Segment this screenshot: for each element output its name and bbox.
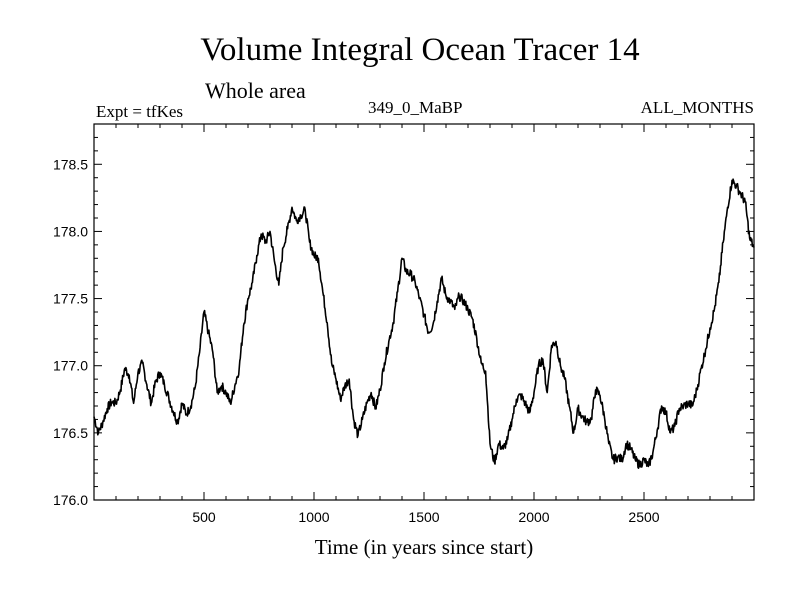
y-tick-label: 177.0	[53, 358, 88, 374]
series-line	[93, 178, 755, 470]
y-tick-label: 177.5	[53, 291, 88, 307]
series-lines	[93, 178, 755, 470]
chart-title: Volume Integral Ocean Tracer 14	[200, 32, 640, 68]
x-tick-label: 2000	[518, 509, 549, 525]
months-label: ALL_MONTHS	[640, 98, 754, 117]
run-label: 349_0_MaBP	[368, 98, 463, 117]
x-tick-label: 1000	[298, 509, 329, 525]
axis-ticks: 500 1000 1500 2000 2500 176.0 176.5 177.0 177.5 1…	[53, 124, 754, 525]
experiment-label: Expt = tfKes	[96, 102, 184, 121]
x-axis-label: Time (in years since start)	[314, 535, 534, 559]
x-tick-label: 1500	[408, 509, 439, 525]
x-tick-label: 500	[192, 509, 216, 525]
y-tick-label: 176.0	[53, 492, 88, 508]
y-tick-label: 178.0	[53, 223, 88, 239]
x-tick-label: 2500	[628, 509, 659, 525]
y-tick-label: 176.5	[53, 425, 88, 441]
chart-subtitle: Whole area	[205, 78, 306, 103]
y-tick-label: 178.5	[53, 156, 88, 172]
